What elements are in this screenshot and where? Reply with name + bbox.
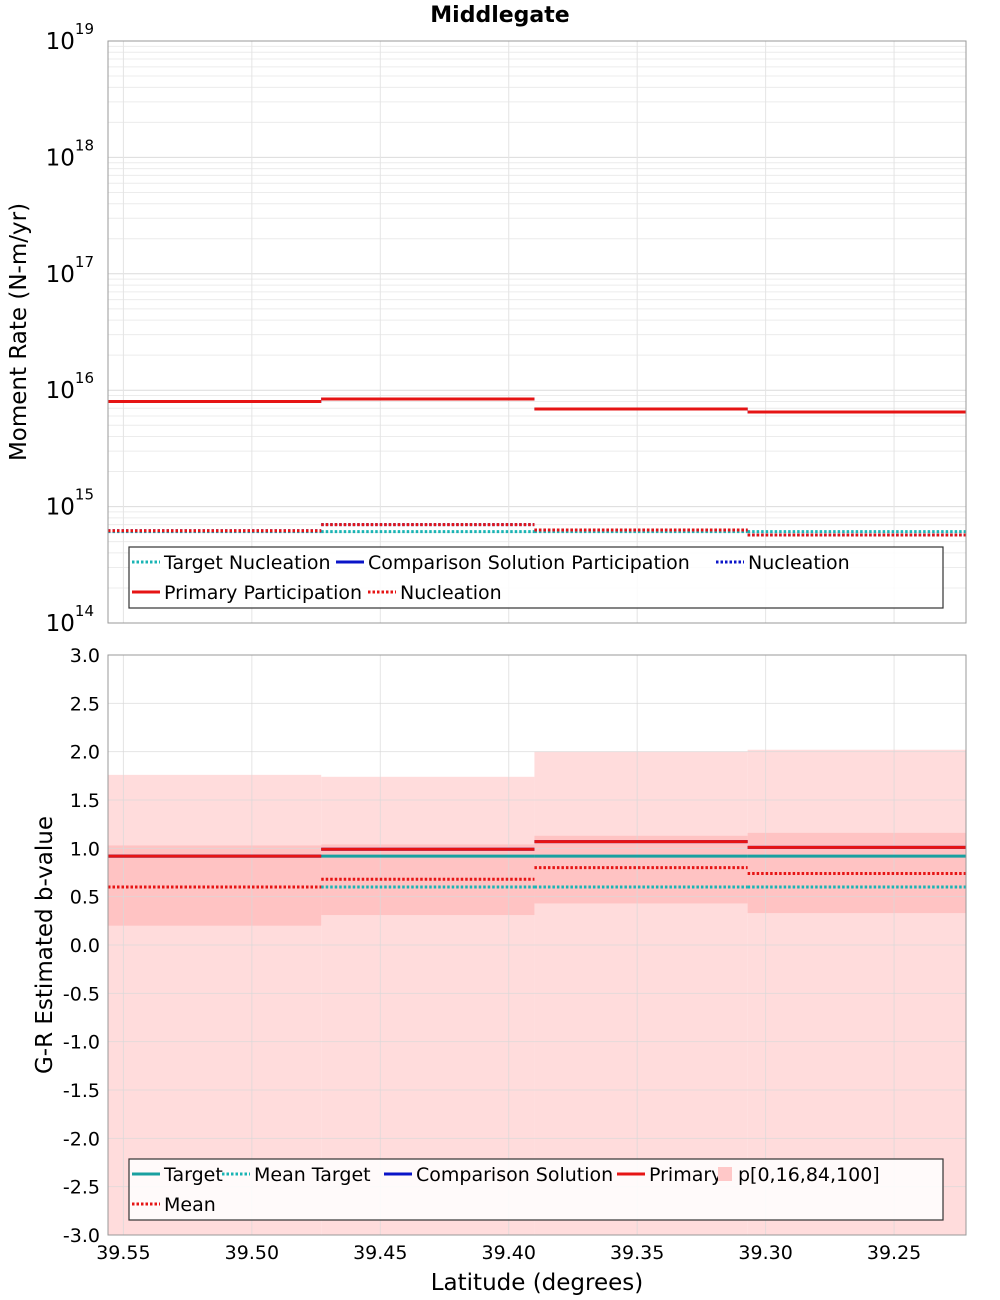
- y-tick-label: 1.5: [70, 790, 100, 812]
- legend-entry-primary: Primary: [617, 1164, 722, 1186]
- b-value-y-ticks: -3.0 -2.5 -2.0 -1.5 -1.0 -0.5 0.0 0.5 1.0 1.5 2.0 2…: [63, 645, 100, 1247]
- y-tick-label: 1018: [46, 136, 94, 171]
- y-tick-label: 0.5: [70, 887, 100, 909]
- moment-rate-legend: Target Nucleation Comparison Solution Par…: [128, 546, 944, 609]
- y-tick-label: 2.5: [70, 693, 100, 715]
- legend-label: Comparison Solution: [416, 1164, 613, 1186]
- y-tick-exponent: 16: [75, 369, 94, 387]
- moment-rate-y-axis-label: Moment Rate (N-m/yr): [6, 203, 32, 461]
- moment-rate-grid: [108, 41, 966, 624]
- b-value-plot: -3.0 -2.5 -2.0 -1.5 -1.0 -0.5 0.0 0.5 1.0 1.5 2.0 2…: [32, 645, 967, 1296]
- b-value-plot-frame: [107, 654, 967, 1236]
- legend-entry-target: Target: [132, 1164, 223, 1186]
- y-tick-base: 10: [46, 145, 75, 171]
- y-tick-exponent: 18: [75, 136, 94, 154]
- y-tick-base: 10: [46, 262, 75, 288]
- band-segment: [747, 749, 966, 1235]
- legend-box: [128, 546, 944, 609]
- y-tick-label: 3.0: [70, 645, 100, 667]
- legend-entry-comparison-solution-participation: Comparison Solution Participation: [336, 552, 690, 574]
- legend-entry-mean: Mean: [132, 1194, 216, 1216]
- x-tick-label: 39.30: [738, 1242, 792, 1264]
- chart-title: Middlegate: [430, 3, 569, 28]
- y-tick-label: -3.0: [63, 1225, 100, 1247]
- legend-entry-mean-target: Mean Target: [222, 1164, 371, 1186]
- legend-label: p[0,16,84,100]: [738, 1164, 880, 1186]
- legend-label: Primary Participation: [164, 582, 362, 604]
- legend-box: [128, 1158, 944, 1221]
- legend-label: Target: [163, 1164, 223, 1186]
- legend-label: Mean: [164, 1194, 216, 1216]
- legend-entry-primary-participation: Primary Participation: [132, 582, 362, 604]
- series-primary-participation: [108, 397, 966, 414]
- legend-entry-comparison-solution: Comparison Solution: [384, 1164, 613, 1186]
- y-tick-label: 2.0: [70, 742, 100, 764]
- legend-label: Comparison Solution Participation: [368, 552, 690, 574]
- x-tick-label: 39.40: [482, 1242, 536, 1264]
- latitude-x-axis-label: Latitude (degrees): [431, 1270, 644, 1296]
- x-tick-label: 39.55: [96, 1242, 150, 1264]
- x-tick-label: 39.25: [867, 1242, 921, 1264]
- latitude-x-ticks: 39.55 39.50 39.45 39.40 39.35 39.30 39.25: [96, 1242, 921, 1264]
- y-tick-exponent: 19: [75, 20, 94, 38]
- legend-entry-nucleation: Nucleation: [368, 582, 502, 604]
- series-nucleation: [108, 523, 966, 537]
- b-value-y-axis-label: G-R Estimated b-value: [32, 816, 58, 1074]
- legend-swatch: [718, 1167, 732, 1181]
- y-tick-base: 10: [46, 29, 75, 55]
- moment-rate-series: [108, 397, 966, 537]
- y-tick-label: -1.5: [63, 1080, 100, 1102]
- x-tick-label: 39.45: [353, 1242, 407, 1264]
- series-nucleation: [108, 523, 966, 537]
- y-tick-label: -2.0: [63, 1128, 100, 1150]
- y-tick-base: 10: [46, 611, 75, 637]
- legend-entry-nucleation: Nucleation: [716, 552, 850, 574]
- moment-rate-plot-frame: [107, 40, 967, 624]
- x-tick-label: 39.50: [225, 1242, 279, 1264]
- y-tick-label: 1015: [46, 486, 94, 521]
- y-tick-exponent: 14: [75, 602, 94, 620]
- legend-label: Mean Target: [254, 1164, 371, 1186]
- legend-label: Target Nucleation: [163, 552, 331, 574]
- y-tick-label: 1019: [46, 20, 94, 55]
- y-tick-label: 1.0: [70, 838, 100, 860]
- legend-label: Primary: [649, 1164, 722, 1186]
- b-value-series: [108, 840, 966, 889]
- y-tick-label: 1016: [46, 369, 94, 404]
- y-tick-base: 10: [46, 495, 75, 521]
- legend-label: Nucleation: [748, 552, 850, 574]
- x-tick-label: 39.35: [610, 1242, 664, 1264]
- y-tick-base: 10: [46, 378, 75, 404]
- legend-entry-target-nucleation: Target Nucleation: [132, 552, 331, 574]
- band-segment: [534, 835, 748, 904]
- y-tick-exponent: 15: [75, 486, 94, 504]
- b-value-legend: Target Mean Target Comparison Solution Prim…: [128, 1158, 944, 1221]
- y-tick-label: 0.0: [70, 935, 100, 957]
- y-tick-label: 1017: [46, 253, 94, 288]
- y-tick-label: -1.0: [63, 1032, 100, 1054]
- y-tick-label: -0.5: [63, 983, 100, 1005]
- y-tick-label: -2.5: [63, 1177, 100, 1199]
- y-tick-label: 1014: [46, 602, 94, 637]
- series-mean: [108, 866, 966, 889]
- legend-entry-p-0-16-84-100: p[0,16,84,100]: [718, 1164, 880, 1186]
- legend-label: Nucleation: [400, 582, 502, 604]
- y-tick-exponent: 17: [75, 253, 94, 271]
- series-primary: [108, 840, 966, 858]
